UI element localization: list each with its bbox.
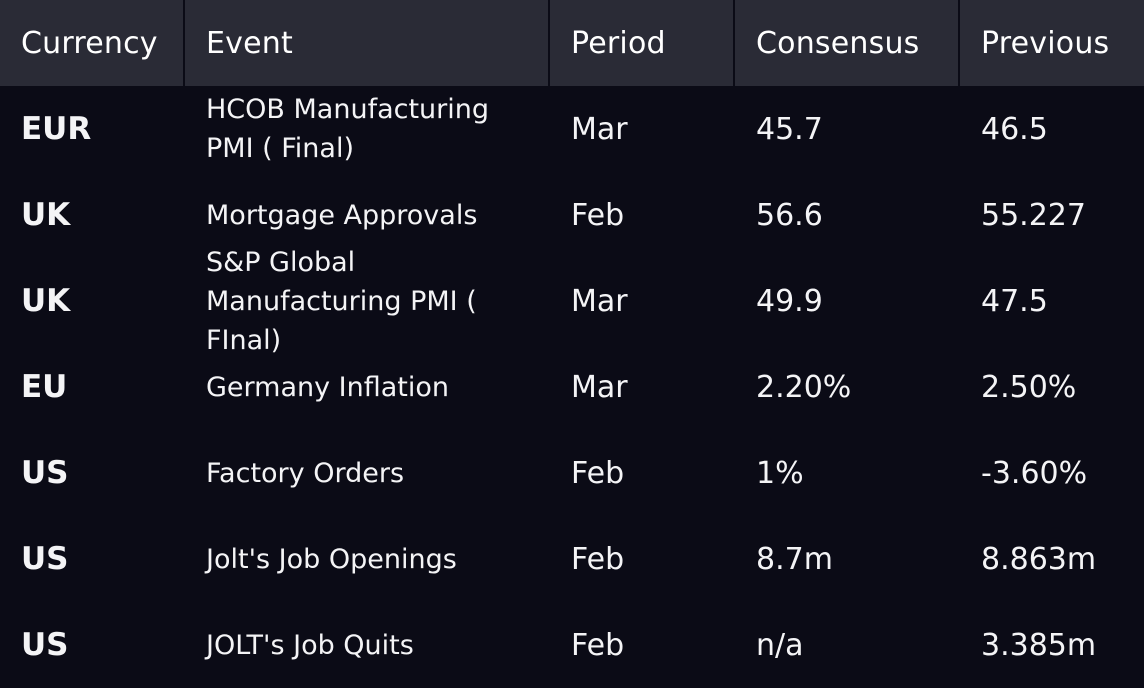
cell-previous: 3.385m: [981, 627, 1097, 663]
cell-event: Jolt's Job Openings: [206, 543, 457, 575]
cell-currency: UK: [21, 197, 71, 233]
cell-event: S&P Global Manufacturing PMI ( FInal): [206, 246, 477, 356]
cell-consensus: 45.7: [756, 111, 823, 147]
cell-previous: 2.50%: [981, 369, 1077, 405]
cell-previous: -3.60%: [981, 455, 1088, 491]
cell-consensus: 49.9: [756, 283, 823, 319]
table-row: US Jolt's Job Openings Feb 8.7m 8.863m: [0, 516, 1144, 602]
cell-event: HCOB Manufacturing PMI ( Final): [206, 94, 490, 164]
cell-previous: 8.863m: [981, 541, 1097, 577]
cell-event: Mortgage Approvals: [206, 199, 478, 231]
cell-period: Mar: [571, 111, 628, 147]
cell-currency: EU: [21, 369, 68, 405]
cell-previous: 55.227: [981, 197, 1086, 233]
header-currency: Currency: [0, 0, 185, 86]
cell-period: Feb: [571, 455, 625, 491]
cell-event: Factory Orders: [206, 457, 405, 489]
table-row: UK S&P Global Manufacturing PMI ( FInal)…: [0, 246, 1144, 356]
table-row: EUR HCOB Manufacturing PMI ( Final) Mar …: [0, 86, 1144, 172]
cell-event: JOLT's Job Quits: [206, 629, 414, 661]
cell-previous: 47.5: [981, 283, 1048, 319]
header-consensus: Consensus: [735, 0, 960, 86]
cell-currency: US: [21, 455, 69, 491]
cell-consensus: 2.20%: [756, 369, 852, 405]
cell-consensus: 56.6: [756, 197, 823, 233]
cell-period: Mar: [571, 283, 628, 319]
cell-consensus: n/a: [756, 627, 804, 663]
table-row: UK Mortgage Approvals Feb 56.6 55.227: [0, 172, 1144, 258]
cell-currency: EUR: [21, 111, 92, 147]
header-period: Period: [550, 0, 735, 86]
cell-period: Feb: [571, 541, 625, 577]
header-event: Event: [185, 0, 550, 86]
table-row: EU Germany Inflation Mar 2.20% 2.50%: [0, 344, 1144, 430]
header-previous: Previous: [981, 25, 1110, 61]
cell-currency: US: [21, 627, 69, 663]
cell-period: Mar: [571, 369, 628, 405]
cell-period: Feb: [571, 627, 625, 663]
cell-consensus: 1%: [756, 455, 804, 491]
cell-consensus: 8.7m: [756, 541, 833, 577]
table-header: Currency Event Period Consensus Previous: [0, 0, 1144, 86]
cell-event: Germany Inflation: [206, 371, 450, 403]
cell-period: Feb: [571, 197, 625, 233]
cell-currency: UK: [21, 283, 71, 319]
table-row: US Factory Orders Feb 1% -3.60%: [0, 430, 1144, 516]
cell-currency: US: [21, 541, 69, 577]
table-row: US JOLT's Job Quits Feb n/a 3.385m: [0, 602, 1144, 688]
cell-previous: 46.5: [981, 111, 1048, 147]
